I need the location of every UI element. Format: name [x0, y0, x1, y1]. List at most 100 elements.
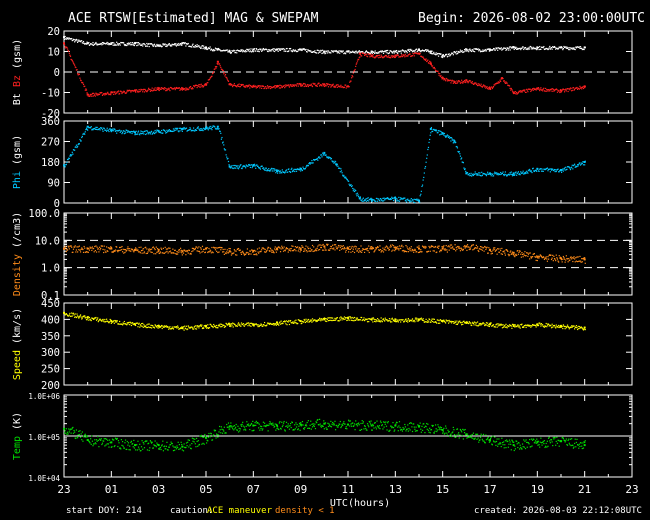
scatter-dot — [543, 45, 545, 48]
scatter-dot — [384, 199, 386, 201]
scatter-dot — [464, 247, 466, 249]
scatter-dot — [195, 325, 197, 327]
scatter-dot — [203, 85, 205, 87]
scatter-dot — [193, 326, 195, 328]
y-tick-label: 350 — [41, 331, 60, 343]
scatter-dot — [529, 252, 531, 254]
scatter-dot — [144, 130, 146, 132]
scatter-dot — [352, 50, 354, 52]
scatter-dot — [379, 56, 382, 58]
scatter-dot — [521, 323, 523, 325]
scatter-dot — [511, 90, 514, 92]
scatter-dot — [134, 90, 136, 92]
scatter-dot — [441, 56, 443, 58]
scatter-dot — [454, 320, 456, 322]
scatter-dot — [574, 88, 576, 90]
scatter-dot — [127, 130, 130, 132]
scatter-dot — [96, 44, 98, 46]
scatter-dot — [253, 48, 256, 50]
scatter-dot — [395, 49, 398, 52]
scatter-dot — [505, 48, 508, 50]
scatter-dot — [114, 130, 117, 132]
scatter-dot — [258, 324, 260, 326]
scatter-dot — [364, 52, 366, 54]
scatter-dot — [285, 169, 288, 171]
scatter-dot — [319, 51, 321, 53]
scatter-dot — [124, 44, 126, 47]
scatter-dot — [294, 248, 296, 251]
scatter-dot — [150, 43, 153, 45]
scatter-dot — [253, 324, 256, 326]
scatter-dot — [175, 45, 178, 47]
scatter-dot — [92, 247, 95, 250]
scatter-dot — [105, 320, 107, 323]
scatter-dot — [542, 257, 544, 259]
scatter-dot — [472, 249, 474, 251]
scatter-dot — [154, 87, 156, 89]
scatter-dot — [105, 43, 107, 45]
scatter-dot — [65, 313, 67, 315]
scatter-dot — [92, 129, 94, 131]
scatter-dot — [125, 250, 127, 252]
scatter-dot — [437, 245, 439, 247]
scatter-dot — [517, 172, 519, 174]
scatter-dot — [451, 138, 453, 140]
scatter-dot — [305, 249, 308, 251]
scatter-dot — [530, 326, 532, 328]
scatter-dot — [434, 246, 436, 248]
scatter-dot — [391, 196, 393, 198]
scatter-dot — [523, 48, 525, 51]
scatter-dot — [124, 251, 126, 254]
scatter-dot — [521, 253, 524, 256]
scatter-dot — [343, 86, 346, 88]
scatter-dot — [573, 47, 575, 49]
scatter-dot — [376, 200, 379, 202]
scatter-dot — [398, 245, 401, 247]
scatter-dot — [391, 51, 393, 53]
scatter-dot — [558, 47, 560, 49]
scatter-dot — [414, 249, 417, 251]
scatter-dot — [324, 247, 326, 249]
scatter-dot — [320, 320, 322, 322]
scatter-dot — [221, 142, 224, 144]
scatter-dot — [571, 164, 573, 166]
scatter-dot — [85, 316, 87, 318]
scatter-dot — [387, 49, 389, 52]
scatter-dot — [236, 254, 238, 256]
scatter-dot — [444, 55, 446, 57]
scatter-dot — [468, 49, 470, 51]
scatter-dot — [552, 46, 554, 48]
scatter-dot — [151, 87, 153, 89]
scatter-dot — [550, 88, 553, 90]
scatter-dot — [274, 50, 276, 53]
scatter-dot — [385, 49, 388, 52]
scatter-dot — [375, 319, 378, 321]
scatter-dot — [556, 88, 558, 91]
scatter-dot — [319, 85, 321, 87]
scatter-dot — [269, 87, 272, 90]
scatter-dot — [371, 245, 373, 248]
scatter-dot — [231, 324, 233, 326]
scatter-dot — [201, 85, 204, 87]
scatter-dot — [74, 41, 76, 43]
scatter-dot — [160, 45, 162, 47]
scatter-dot — [106, 93, 108, 95]
scatter-dot — [107, 91, 109, 93]
scatter-dot — [88, 316, 91, 319]
scatter-dot — [388, 52, 390, 55]
scatter-dot — [365, 50, 367, 52]
scatter-dot — [124, 132, 127, 134]
scatter-dot — [481, 249, 483, 251]
scatter-dot — [200, 47, 202, 49]
scatter-dot — [247, 325, 249, 327]
scatter-dot — [520, 253, 522, 255]
scatter-dot — [466, 80, 468, 82]
scatter-dot — [525, 91, 527, 94]
scatter-dot — [433, 246, 435, 248]
scatter-dot — [246, 48, 249, 51]
scatter-dot — [78, 143, 80, 145]
scatter-dot — [253, 48, 255, 51]
scatter-dot — [392, 249, 394, 251]
scatter-dot — [339, 167, 341, 169]
scatter-dot — [540, 254, 542, 257]
